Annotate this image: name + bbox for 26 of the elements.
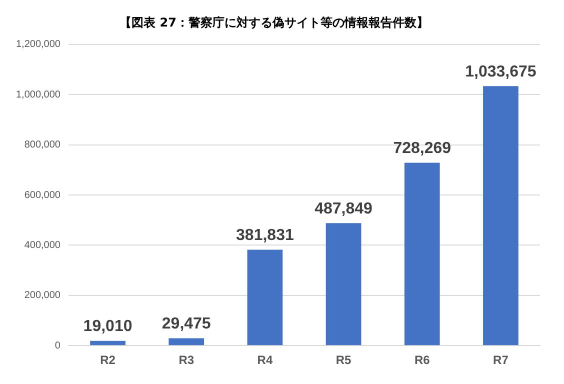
y-tick-label: 1,200,000 bbox=[16, 39, 61, 50]
bar bbox=[247, 250, 283, 346]
data-label: 381,831 bbox=[236, 227, 294, 244]
x-tick-label: R6 bbox=[414, 353, 430, 368]
y-tick-label: 400,000 bbox=[24, 240, 61, 251]
bar bbox=[326, 223, 362, 346]
x-tick-label: R5 bbox=[336, 353, 352, 368]
x-tick-label: R4 bbox=[257, 353, 273, 368]
x-tick-label: R3 bbox=[178, 353, 194, 368]
y-tick-label: 600,000 bbox=[24, 190, 61, 201]
chart-title: 【図表 27：警察庁に対する偽サイト等の情報報告件数】 bbox=[120, 15, 428, 30]
x-tick-label: R2 bbox=[100, 353, 116, 368]
bar bbox=[404, 162, 440, 346]
data-label: 29,475 bbox=[162, 316, 211, 333]
x-tick-label: R7 bbox=[493, 353, 509, 368]
bar bbox=[483, 86, 518, 346]
y-tick-label: 200,000 bbox=[24, 290, 61, 302]
y-tick-label: 800,000 bbox=[24, 140, 61, 151]
y-tick-label: 1,000,000 bbox=[16, 89, 61, 100]
bar bbox=[90, 340, 126, 346]
data-label: 1,033,675 bbox=[465, 64, 536, 81]
data-label: 19,010 bbox=[83, 318, 132, 336]
y-tick-label: 0 bbox=[54, 340, 61, 352]
data-label: 728,269 bbox=[393, 140, 452, 158]
data-label: 487,849 bbox=[314, 200, 373, 218]
bar bbox=[168, 338, 204, 346]
